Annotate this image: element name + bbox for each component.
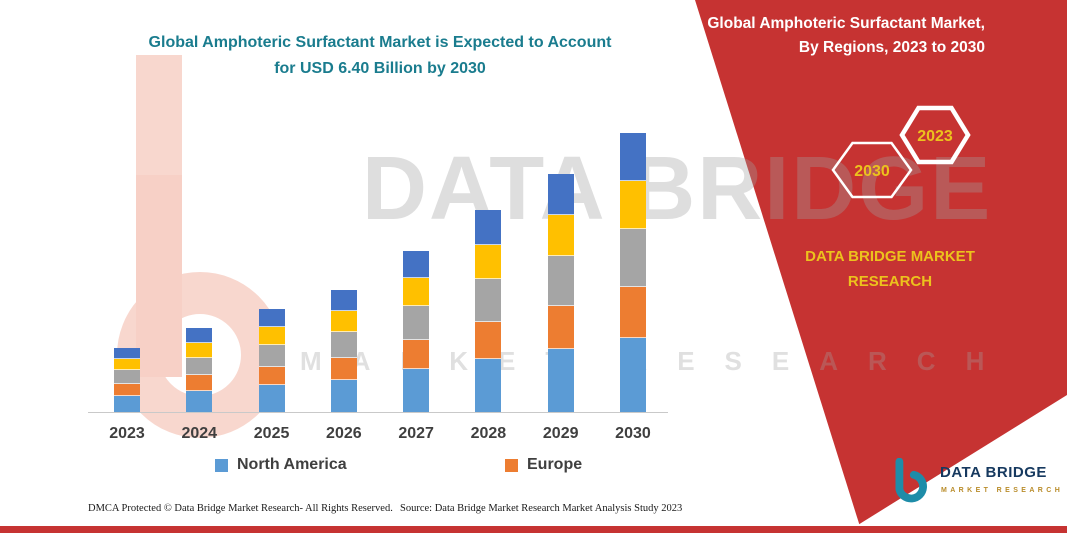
bar-segment bbox=[619, 337, 646, 412]
bar-segment bbox=[114, 347, 140, 360]
bars-row bbox=[95, 132, 665, 412]
bar-column-2028 bbox=[456, 132, 520, 412]
year-hexagons: 2030 2023 bbox=[831, 105, 971, 199]
bar-segment bbox=[403, 340, 430, 370]
hexagon-2030 bbox=[831, 141, 913, 199]
bar-segment bbox=[186, 357, 213, 376]
bar-segment bbox=[330, 289, 357, 311]
bar-segment bbox=[403, 251, 430, 279]
bar-column-2025 bbox=[240, 132, 304, 412]
legend-label-europe: Europe bbox=[527, 456, 583, 473]
chart-title-line1: Global Amphoteric Surfactant Market is E… bbox=[148, 34, 612, 51]
bar-segment bbox=[114, 395, 140, 412]
bar-segment bbox=[547, 348, 574, 412]
bar-segment bbox=[547, 305, 574, 349]
hexagon-2023-label: 2023 bbox=[917, 128, 953, 145]
bar-segment bbox=[330, 331, 357, 358]
x-axis-line bbox=[88, 412, 668, 413]
bar-segment bbox=[330, 357, 357, 381]
bar-segment bbox=[547, 255, 574, 306]
bar-segment bbox=[186, 375, 213, 391]
bar-stack-2023 bbox=[114, 347, 140, 412]
bar-column-2023 bbox=[95, 132, 159, 412]
bar-stack-2029 bbox=[547, 173, 574, 412]
bar-column-2026 bbox=[312, 132, 376, 412]
bar-segment bbox=[403, 278, 430, 306]
x-axis-label-2027: 2027 bbox=[398, 425, 434, 442]
watermark-text: DATA BRIDGE bbox=[362, 139, 993, 239]
bar-segment bbox=[186, 328, 213, 344]
legend-item-europe: Europe bbox=[505, 456, 582, 474]
bar-segment bbox=[114, 383, 140, 396]
legend-item-north-america: North America bbox=[215, 456, 347, 474]
bar-stack-2027 bbox=[403, 251, 430, 412]
legend-swatch-0 bbox=[215, 458, 228, 472]
bar-segment bbox=[258, 327, 285, 346]
logo-name: DATA BRIDGE bbox=[940, 464, 1047, 481]
hexagon-2030-label: 2030 bbox=[854, 163, 890, 180]
legend-swatch-1 bbox=[505, 458, 518, 472]
bar-column-2030 bbox=[601, 132, 665, 412]
chart-title-line2: for USD 6.40 Billion by 2030 bbox=[274, 60, 486, 77]
bar-segment bbox=[330, 380, 357, 412]
bar-stack-2026 bbox=[330, 289, 357, 412]
bar-stack-2028 bbox=[475, 210, 502, 412]
legend-label-north-america: North America bbox=[237, 456, 347, 473]
bar-segment bbox=[475, 322, 502, 359]
x-axis-label-2024: 2024 bbox=[181, 425, 218, 442]
bar-segment bbox=[619, 228, 646, 288]
bar-column-2027 bbox=[384, 132, 448, 412]
bar-segment bbox=[619, 287, 646, 338]
chart-title: Global Amphoteric Surfactant Market is E… bbox=[110, 30, 650, 82]
bar-segment bbox=[403, 305, 430, 341]
bar-segment bbox=[258, 385, 285, 412]
bar-stack-2025 bbox=[258, 309, 285, 412]
logo-tagline: MARKET RESEARCH bbox=[941, 487, 1064, 494]
panel-brand-text: DATA BRIDGE MARKET RESEARCH bbox=[805, 248, 975, 290]
bar-segment bbox=[475, 244, 502, 280]
bar-stack-2030 bbox=[619, 132, 646, 412]
bar-segment bbox=[258, 309, 285, 328]
bar-column-2024 bbox=[167, 132, 231, 412]
bar-segment bbox=[258, 366, 285, 386]
bar-segment bbox=[619, 180, 646, 229]
bar-segment bbox=[475, 358, 502, 412]
footer-dmca: DMCA Protected © Data Bridge Market Rese… bbox=[88, 503, 393, 514]
x-axis-label-2030: 2030 bbox=[615, 425, 651, 442]
bar-segment bbox=[619, 132, 646, 181]
panel-heading: Global Amphoteric Surfactant Market, By … bbox=[707, 15, 985, 56]
bar-segment bbox=[403, 369, 430, 412]
x-axis-label-2028: 2028 bbox=[470, 425, 507, 442]
stacked-bar-chart: 2023 2024 2025 2026 2027 2028 2029 2030 bbox=[95, 132, 665, 443]
x-labels-row: 2023 2024 2025 2026 2027 2028 2029 2030 bbox=[95, 425, 665, 443]
x-axis-label-2029: 2029 bbox=[542, 425, 579, 442]
bar-column-2029 bbox=[529, 132, 593, 412]
bar-segment bbox=[475, 210, 502, 245]
bar-segment bbox=[114, 370, 140, 384]
x-axis-label-2023: 2023 bbox=[109, 425, 145, 442]
bar-segment bbox=[547, 173, 574, 215]
bar-segment bbox=[475, 279, 502, 323]
bar-segment bbox=[258, 345, 285, 367]
bar-segment bbox=[114, 359, 140, 371]
x-axis-label-2026: 2026 bbox=[326, 425, 362, 442]
bar-segment bbox=[186, 390, 213, 412]
bottom-red-strip bbox=[0, 526, 1067, 533]
x-axis-label-2025: 2025 bbox=[253, 425, 290, 442]
bar-segment bbox=[330, 310, 357, 332]
bar-segment bbox=[186, 343, 213, 358]
hexagon-2023 bbox=[899, 105, 971, 165]
footer-source: Source: Data Bridge Market Research Mark… bbox=[400, 503, 683, 514]
data-bridge-logo-icon bbox=[895, 458, 927, 503]
bar-segment bbox=[547, 214, 574, 256]
bar-stack-2024 bbox=[186, 328, 213, 412]
